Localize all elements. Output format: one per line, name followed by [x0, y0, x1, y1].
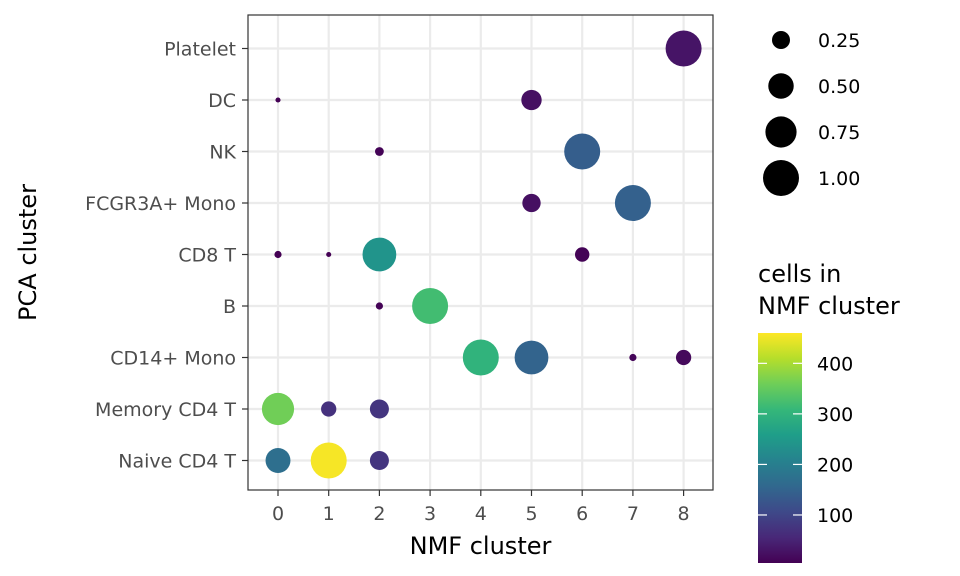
- data-point: [310, 442, 347, 479]
- y-tick-label: CD8 T: [178, 245, 236, 267]
- color-bar-tick-label: 400: [817, 353, 853, 375]
- x-tick-label: 5: [525, 503, 537, 525]
- size-legend-key: [768, 73, 794, 99]
- y-tick-label: FCGR3A+ Mono: [85, 193, 236, 215]
- data-point: [369, 399, 389, 419]
- data-point: [321, 401, 337, 417]
- x-tick-label: 4: [475, 503, 487, 525]
- color-bar-tick-label: 100: [817, 505, 853, 527]
- data-point: [564, 133, 601, 170]
- data-point: [575, 247, 590, 262]
- x-tick-label: 0: [272, 503, 284, 525]
- y-tick-label: NK: [209, 142, 236, 164]
- y-tick-label: Naive CD4 T: [118, 451, 236, 473]
- size-legend-label: 0.75: [818, 122, 860, 144]
- size-legend-label: 1.00: [818, 168, 860, 190]
- x-tick-label: 1: [323, 503, 335, 525]
- data-point: [522, 193, 541, 213]
- y-tick-label: B: [223, 296, 236, 318]
- color-bar-ticks: 100 200 300 400: [758, 353, 853, 527]
- y-tick-label: Platelet: [164, 39, 236, 61]
- data-point: [629, 353, 637, 362]
- data-point: [665, 30, 702, 67]
- color-legend-title-line-1: cells in: [758, 260, 841, 288]
- size-legend-label: 0.25: [818, 30, 860, 52]
- y-tick-label: CD14+ Mono: [110, 348, 236, 370]
- size-legend: 0.25 0.50 0.75 1.00: [763, 30, 860, 196]
- x-tick-label: 8: [678, 503, 690, 525]
- color-legend-title-line-2: NMF cluster: [758, 292, 900, 320]
- data-point: [521, 89, 542, 111]
- color-bar: [758, 333, 802, 563]
- data-point: [375, 302, 383, 310]
- color-legend: cells in NMF cluster 100 200 300 400: [758, 260, 900, 563]
- color-bar-tick-label: 300: [817, 404, 853, 426]
- size-legend-key: [763, 160, 799, 196]
- data-point: [362, 237, 397, 272]
- data-point: [265, 448, 291, 473]
- data-point: [374, 147, 384, 156]
- x-tick-label: 2: [373, 503, 385, 525]
- size-legend-label: 0.50: [818, 76, 860, 98]
- x-tick-label: 3: [424, 503, 436, 525]
- data-point: [261, 392, 295, 426]
- axis-ticks: 0 1 2 3 4 5 6 7 8 Naive CD4 T Memory CD4 T CD14+ Mo…: [85, 39, 690, 526]
- data-point: [369, 450, 389, 471]
- size-legend-key: [765, 116, 797, 148]
- data-point: [326, 251, 332, 258]
- data-point: [412, 288, 449, 324]
- data-point: [274, 250, 282, 259]
- y-axis-title: PCA cluster: [14, 184, 42, 321]
- data-point: [514, 340, 549, 375]
- data-points: [261, 30, 702, 479]
- data-point: [462, 339, 499, 376]
- size-legend-key: [772, 31, 790, 49]
- y-tick-label: DC: [208, 90, 236, 112]
- y-tick-label: Memory CD4 T: [95, 399, 236, 421]
- data-point: [275, 97, 281, 103]
- x-tick-label: 6: [576, 503, 588, 525]
- x-axis-title: NMF cluster: [410, 532, 552, 560]
- color-bar-tick-label: 200: [817, 454, 853, 476]
- data-point: [614, 185, 651, 221]
- x-tick-label: 7: [627, 503, 639, 525]
- data-point: [675, 349, 692, 366]
